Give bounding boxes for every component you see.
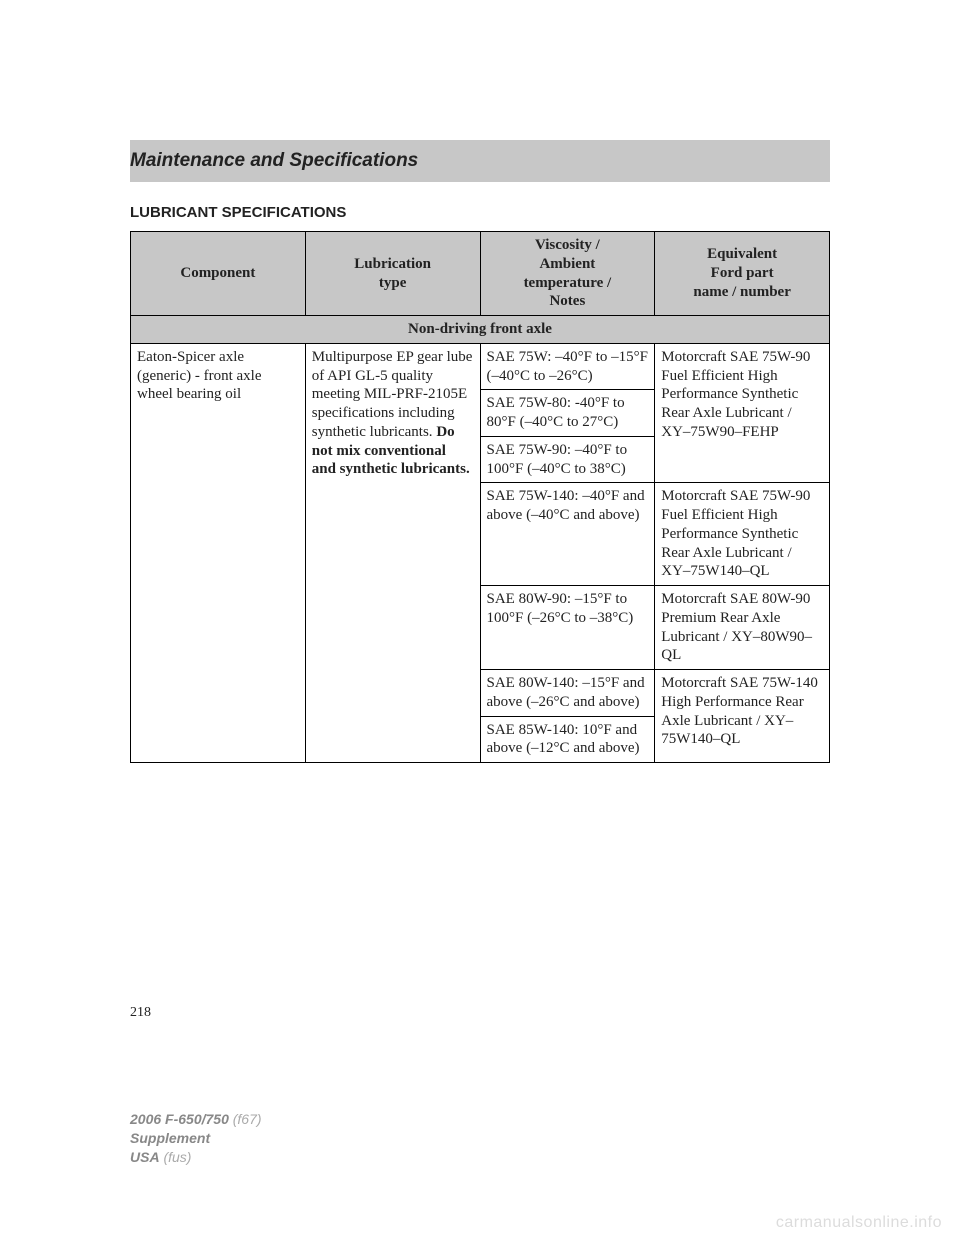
cell-equivalent: Motorcraft SAE 75W-90 Fuel Efficient Hig…	[655, 343, 830, 483]
cell-viscosity: SAE 75W-140: –40°F and above (–40°C and …	[480, 483, 655, 586]
cell-equivalent: Motorcraft SAE 75W-90 Fuel Efficient Hig…	[655, 483, 830, 586]
footer-line2: Supplement	[130, 1129, 262, 1148]
lubricant-table: Component Lubricationtype Viscosity /Amb…	[130, 231, 830, 763]
col-component: Component	[131, 232, 306, 316]
footer: 2006 F-650/750 (f67) Supplement USA (fus…	[130, 1110, 262, 1167]
cell-viscosity: SAE 75W-80: -40°F to 80°F (–40°C to 27°C…	[480, 390, 655, 437]
cell-viscosity: SAE 80W-140: –15°F and above (–26°C and …	[480, 670, 655, 717]
footer-usa: USA	[130, 1149, 160, 1165]
cell-component: Eaton-Spicer axle (generic) - front axle…	[131, 343, 306, 762]
page-number: 218	[130, 1005, 151, 1021]
cell-equivalent: Motorcraft SAE 80W-90 Premium Rear Axle …	[655, 586, 830, 670]
page: Maintenance and Specifications LUBRICANT…	[0, 0, 960, 1242]
cell-viscosity: SAE 75W: –40°F to –15°F (–40°C to –26°C)	[480, 343, 655, 390]
col-viscosity: Viscosity /Ambienttemperature /Notes	[480, 232, 655, 316]
section-title: LUBRICANT SPECIFICATIONS	[130, 204, 830, 221]
table-section-row: Non-driving front axle	[131, 316, 830, 344]
section-header-title: Maintenance and Specifications	[130, 150, 830, 172]
footer-fus: (fus)	[163, 1149, 191, 1165]
cell-viscosity: SAE 80W-90: –15°F to 100°F (–26°C to –38…	[480, 586, 655, 670]
footer-model: 2006 F-650/750	[130, 1111, 229, 1127]
table-header-row: Component Lubricationtype Viscosity /Amb…	[131, 232, 830, 316]
footer-line1: 2006 F-650/750 (f67)	[130, 1110, 262, 1129]
footer-code: (f67)	[233, 1111, 262, 1127]
col-lubrication-type: Lubricationtype	[305, 232, 480, 316]
cell-viscosity: SAE 75W-90: –40°F to 100°F (–40°C to 38°…	[480, 436, 655, 483]
watermark: carmanualsonline.info	[776, 1214, 942, 1232]
section-header-bar: Maintenance and Specifications	[130, 140, 830, 182]
cell-equivalent: Motorcraft SAE 75W-140 High Performance …	[655, 670, 830, 763]
cell-lubrication: Multipurpose EP gear lube of API GL-5 qu…	[305, 343, 480, 762]
col-equivalent: EquivalentFord partname / number	[655, 232, 830, 316]
section-row-label: Non-driving front axle	[131, 316, 830, 344]
footer-line3: USA (fus)	[130, 1148, 262, 1167]
cell-viscosity: SAE 85W-140: 10°F and above (–12°C and a…	[480, 716, 655, 763]
table-row: Eaton-Spicer axle (generic) - front axle…	[131, 343, 830, 390]
